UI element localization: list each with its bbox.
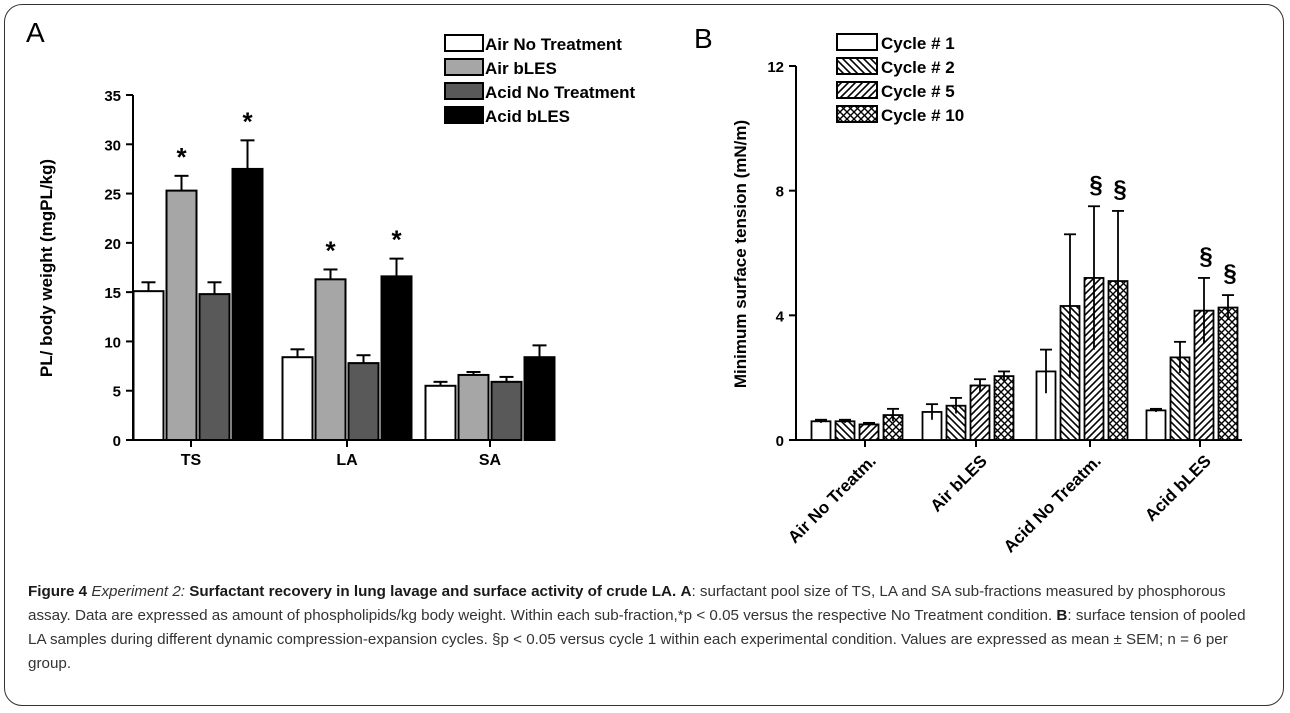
a-significance-mark: * [391, 225, 402, 255]
b-y-tick-label: 4 [776, 308, 785, 325]
a-bar [314, 278, 347, 442]
a-bar [490, 380, 523, 442]
b-bar [969, 384, 991, 441]
caption-b-text: : surface tension of pooled LA samples d… [28, 607, 1246, 672]
b-legend-label: Cycle # 5 [881, 82, 955, 101]
a-significance-mark: * [325, 235, 336, 265]
a-legend-swatch [444, 82, 484, 100]
a-bar [424, 384, 457, 441]
a-bar [523, 356, 556, 442]
b-x-tick-label: Air bLES [927, 451, 991, 515]
a-y-tick-label: 10 [104, 334, 121, 351]
a-bar [132, 290, 165, 441]
b-bar [1217, 306, 1239, 441]
a-bar [165, 189, 198, 441]
a-y-tick-label: 15 [104, 285, 121, 302]
a-y-axis-label: PL/ body weight (mgPL/kg) [37, 159, 56, 377]
b-bar [834, 420, 856, 441]
caption-label: Figure 4 [28, 583, 88, 600]
caption-a-text: : surfactant pool size of TS, LA and SA … [28, 583, 1226, 624]
b-legend-swatch [836, 81, 878, 99]
b-legend-label: Cycle # 2 [881, 58, 955, 77]
a-bar [347, 362, 380, 441]
panel-b-chart: B 0 4 8 12 Minimum surface tension (mN/m) Air… [694, 23, 1242, 556]
panel-a-chart: A 0 5 10 15 20 25 30 35 PL/ body weight (mgPL/kg… [26, 17, 636, 469]
b-legend-label: Cycle # 10 [881, 106, 964, 125]
b-significance-mark: § [1089, 171, 1102, 198]
b-x-tick-label: Acid bLES [1141, 451, 1215, 525]
a-bar [198, 293, 231, 441]
b-bar [810, 420, 832, 441]
a-y-tick-label: 30 [104, 137, 121, 154]
panel-a-letter: A [26, 17, 45, 48]
caption-experiment: Experiment 2: [91, 583, 186, 600]
caption-b-key: B [1056, 607, 1068, 624]
a-legend-label: Acid bLES [485, 107, 570, 126]
caption-a-key: A [680, 583, 692, 600]
a-legend-swatch [444, 34, 484, 52]
a-bar [231, 167, 264, 442]
a-y-tick-label: 5 [113, 384, 121, 401]
a-legend-swatch [444, 58, 484, 76]
a-legend-label: Air bLES [485, 59, 557, 78]
b-y-axis-label: Minimum surface tension (mN/m) [731, 120, 750, 388]
b-bar [858, 423, 880, 441]
b-x-tick-label: Air No Treatm. [784, 451, 880, 547]
a-y-tick-label: 25 [104, 187, 121, 204]
a-bar [457, 373, 490, 442]
a-legend-swatch [444, 106, 484, 124]
a-bar [281, 356, 314, 442]
a-y-tick-label: 0 [113, 433, 121, 450]
b-legend-swatch [836, 57, 878, 75]
a-y-tick-label: 20 [104, 236, 121, 253]
b-bar [1145, 409, 1167, 441]
b-legend-swatch [836, 105, 878, 123]
b-y-tick-label: 12 [767, 59, 784, 76]
b-bar [993, 375, 1015, 441]
a-significance-mark: * [242, 106, 253, 136]
b-y-tick-label: 8 [776, 184, 784, 201]
b-significance-mark: § [1199, 243, 1212, 270]
figure-caption: Figure 4 Experiment 2: Surfactant recove… [28, 580, 1264, 676]
a-legend-label: Air No Treatment [485, 35, 622, 54]
a-x-tick-label: SA [479, 452, 502, 469]
a-x-tick-label: TS [181, 452, 202, 469]
b-x-tick-label: Acid No Treatm. [1000, 451, 1105, 556]
panel-b-letter: B [694, 23, 713, 54]
b-significance-mark: § [1113, 176, 1126, 203]
a-y-tick-label: 35 [104, 88, 121, 105]
a-legend-label: Acid No Treatment [485, 83, 636, 102]
caption-title: Surfactant recovery in lung lavage and s… [189, 583, 677, 600]
b-legend-label: Cycle # 1 [881, 34, 955, 53]
a-x-tick-label: LA [336, 452, 358, 469]
b-y-tick-label: 0 [776, 433, 784, 450]
a-significance-mark: * [176, 142, 187, 172]
b-significance-mark: § [1223, 260, 1236, 287]
b-legend-swatch [836, 33, 878, 51]
a-bar [380, 275, 413, 441]
